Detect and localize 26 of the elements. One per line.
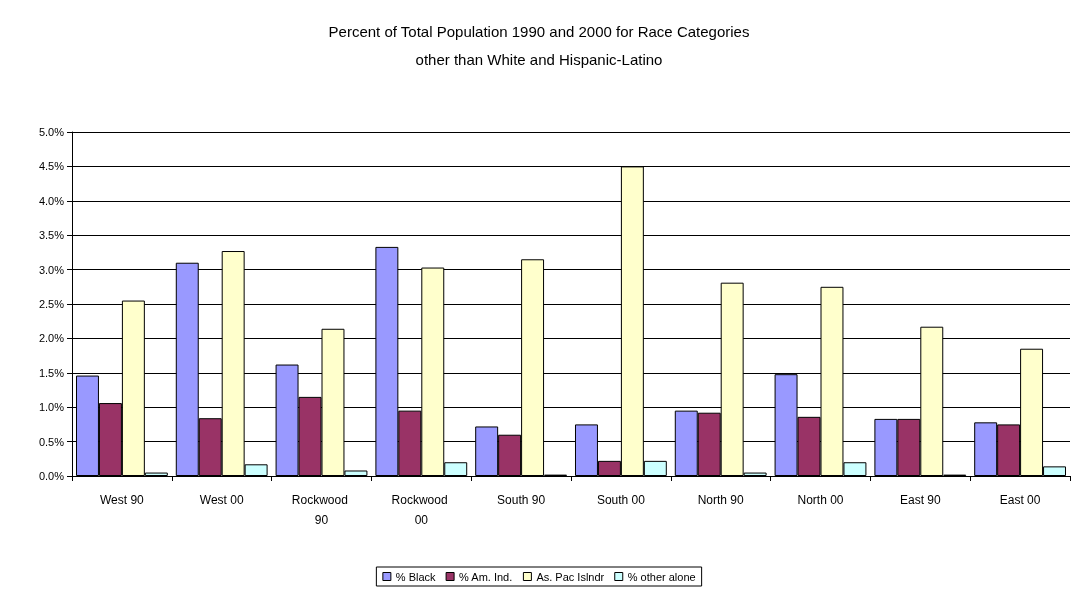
y-tick-label: 4.0% <box>38 194 65 207</box>
x-tick-label: South 00 <box>596 493 646 507</box>
legend-label: % Black <box>395 570 437 583</box>
x-tick-label: Rockwood 90 <box>291 493 352 527</box>
y-tick-label: 2.5% <box>38 298 65 310</box>
y-tick-label: 5.0% <box>38 126 65 138</box>
x-tick-label: West 00 <box>199 493 244 507</box>
y-tick-label: 0.5% <box>38 435 65 448</box>
y-tick-label: 3.0% <box>38 263 65 276</box>
x-tick-label: Rockwood 00 <box>391 493 451 527</box>
legend-label: % other alone <box>627 570 696 583</box>
legend-label: % Am. Ind. <box>459 570 513 583</box>
y-tick-label: 1.0% <box>38 401 65 414</box>
y-tick-label: 4.5% <box>38 160 65 173</box>
legend-label: As. Pac Islndr <box>536 570 605 583</box>
y-tick-label: 0.0% <box>38 470 65 482</box>
x-tick-label: East 90 <box>899 493 941 507</box>
y-tick-label: 2.0% <box>38 332 65 345</box>
x-tick-label: West 90 <box>99 493 145 507</box>
x-tick-label: North 90 <box>697 493 745 507</box>
x-tick-label: East 00 <box>999 493 1041 507</box>
y-tick-label: 3.5% <box>38 229 65 242</box>
x-tick-label: South 90 <box>497 493 546 507</box>
y-tick-label: 1.5% <box>38 366 65 379</box>
chart-title: Percent of Total Population 1990 and 2000 for Race Categories other than White and Hispanic-Latino <box>328 22 750 68</box>
x-tick-label: North 00 <box>797 493 844 507</box>
